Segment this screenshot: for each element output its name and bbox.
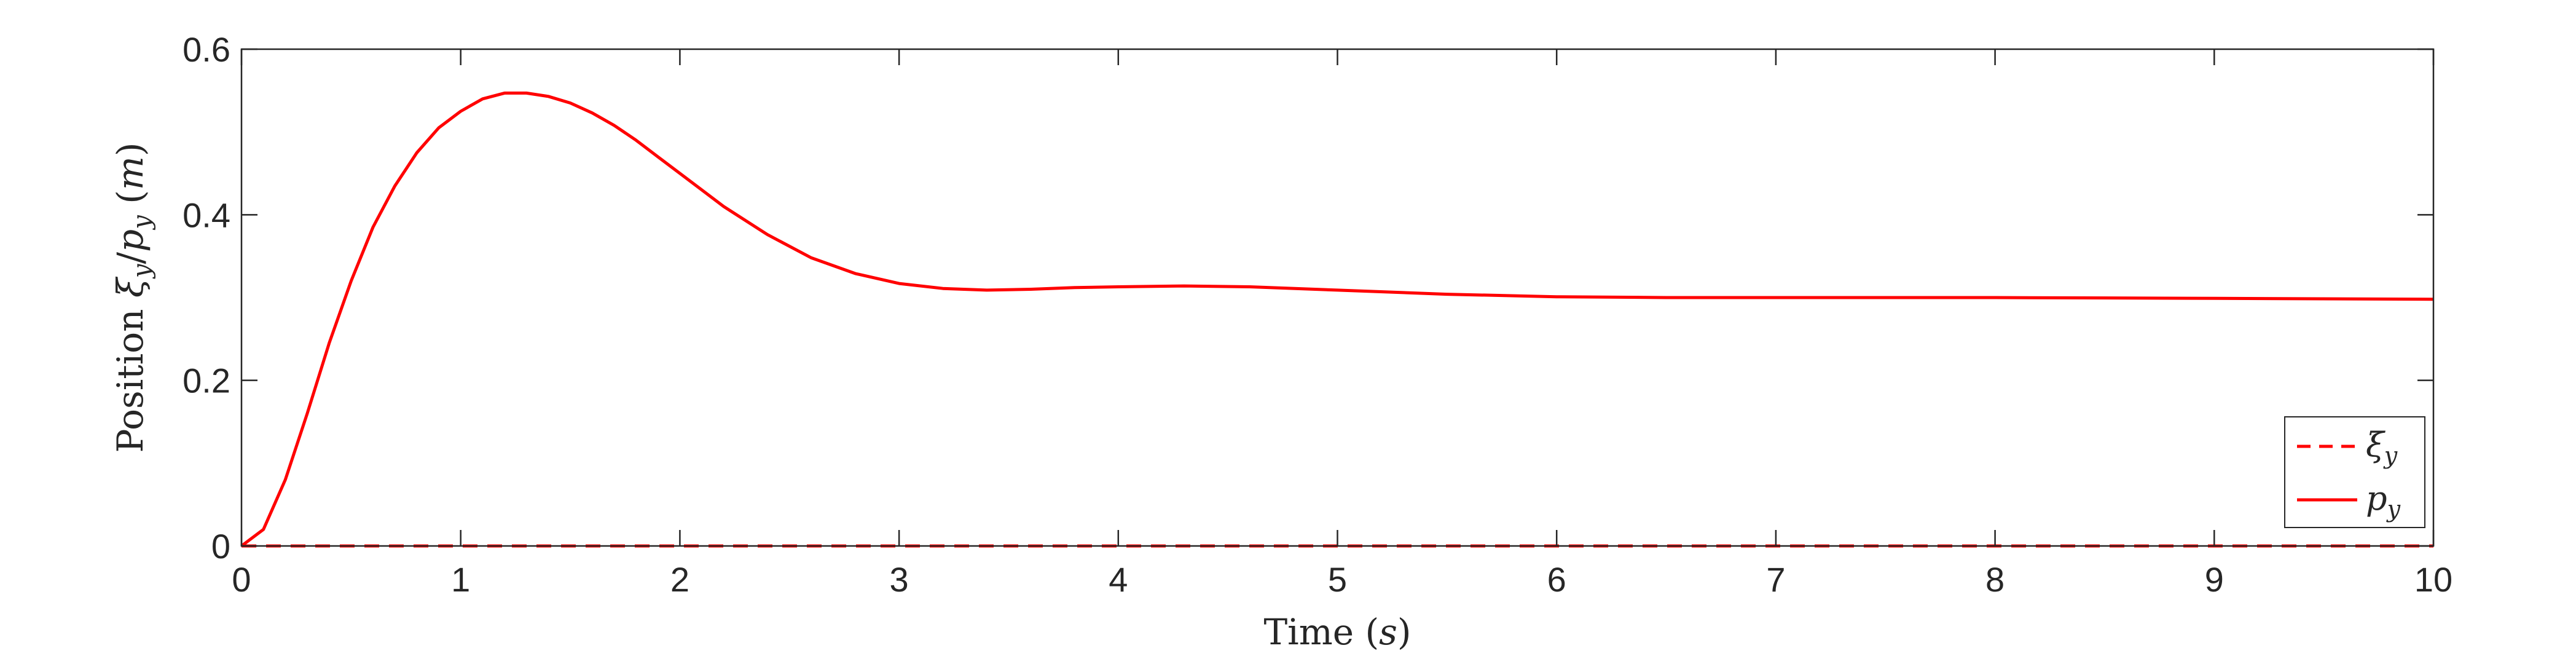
ticks-layer: 0 1 2 3 4 5 6 7 8 9 10 0 0.2 0.4 0.6: [183, 30, 2452, 599]
x-tick-label-10: 10: [2414, 560, 2452, 599]
legend-label-xi-y: ξy: [2366, 425, 2398, 469]
legend-label-p-y-subscript: y: [2386, 496, 2401, 523]
x-tick-label-6: 6: [1547, 560, 1566, 599]
y-tick-label-0: 0: [211, 527, 230, 566]
x-axis-title-unit: s: [1379, 611, 1397, 653]
legend-label-xi-y-symbol: ξ: [2366, 425, 2386, 464]
series-line-p-y: [240, 91, 2434, 547]
x-tick-label-8: 8: [1985, 560, 2005, 599]
y-axis-title-sym2: p: [109, 229, 151, 252]
y-tick-label-1: 0.2: [183, 362, 230, 400]
x-tick-label-2: 2: [670, 560, 689, 599]
x-tick-label-7: 7: [1766, 560, 1785, 599]
y-axis-title: Position ξy/py (m): [109, 142, 156, 453]
y-axis-title-word: Position: [109, 309, 151, 453]
legend-label-xi-y-subscript: y: [2383, 442, 2398, 469]
y-axis-title-sub2: y: [128, 215, 156, 231]
y-axis-title-sub1: y: [128, 263, 156, 279]
legend-box: [2284, 416, 2425, 528]
x-tick-label-1: 1: [451, 560, 470, 599]
x-tick-label-3: 3: [890, 560, 909, 599]
y-tick-label-2: 0.4: [183, 196, 230, 234]
y-axis-title-unit: m: [109, 156, 151, 190]
y-tick-label-3: 0.6: [183, 30, 230, 69]
x-axis-title: Time (s): [1263, 611, 1411, 653]
y-axis-title-sep: /: [109, 251, 151, 264]
x-tick-label-9: 9: [2205, 560, 2224, 599]
legend-label-p-y-symbol: p: [2366, 479, 2387, 518]
y-axis-title-sym1: ξ: [109, 276, 151, 298]
x-tick-label-4: 4: [1109, 560, 1128, 599]
x-tick-label-0: 0: [232, 560, 251, 599]
legend: ξy py: [2284, 416, 2425, 528]
x-axis-title-word: Time: [1263, 611, 1354, 653]
x-tick-label-5: 5: [1328, 560, 1347, 599]
legend-label-p-y: py: [2366, 479, 2401, 523]
